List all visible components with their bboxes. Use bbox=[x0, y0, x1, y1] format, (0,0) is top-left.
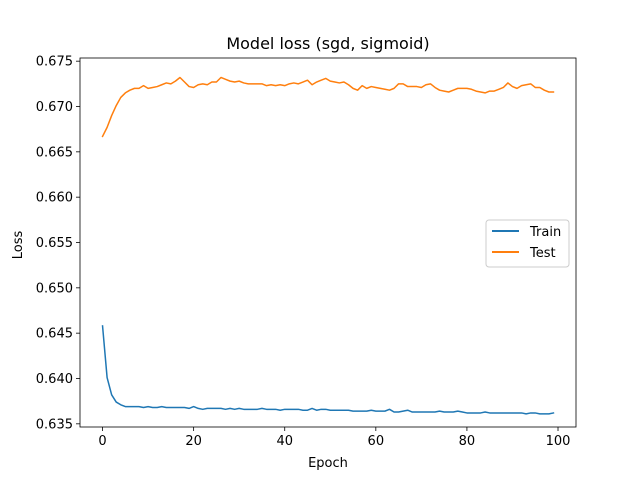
chart-title: Model loss (sgd, sigmoid) bbox=[226, 34, 429, 53]
y-tick-label: 0.675 bbox=[36, 55, 73, 70]
y-tick-label: 0.645 bbox=[36, 327, 73, 342]
series-line-train bbox=[101, 325, 555, 415]
y-axis-title: Loss bbox=[11, 231, 26, 260]
y-tick-label: 0.665 bbox=[36, 145, 73, 160]
x-tick-label: 40 bbox=[276, 434, 293, 449]
y-tick-label: 0.660 bbox=[36, 191, 73, 206]
axes: 0 20 40 60 80 100 0.635 0.640 0.645 0.650 0.655 0.6… bbox=[36, 55, 577, 449]
y-tick-label: 0.655 bbox=[36, 236, 73, 251]
y-tick-label: 0.640 bbox=[36, 372, 73, 387]
x-tick-label: 20 bbox=[185, 434, 202, 449]
y-tick-label: 0.650 bbox=[36, 281, 73, 296]
plot-area bbox=[101, 76, 555, 415]
y-tick-label: 0.670 bbox=[36, 100, 73, 115]
series-line-test bbox=[101, 76, 555, 138]
legend: Train Test bbox=[485, 219, 570, 268]
y-tick-label: 0.635 bbox=[36, 417, 73, 432]
x-tick-label: 100 bbox=[546, 434, 571, 449]
x-tick-label: 80 bbox=[459, 434, 476, 449]
legend-label-train: Train bbox=[529, 225, 561, 240]
x-axis-title: Epoch bbox=[308, 456, 348, 471]
legend-label-test: Test bbox=[529, 246, 556, 261]
x-tick-label: 0 bbox=[98, 434, 106, 449]
x-tick-label: 60 bbox=[368, 434, 385, 449]
